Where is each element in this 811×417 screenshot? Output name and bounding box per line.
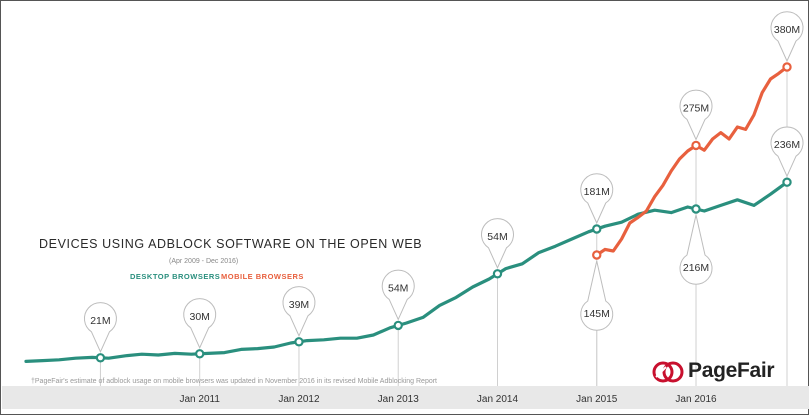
desktop-series-line [24,180,789,363]
x-tick-label: Jan 2011 [180,394,221,405]
data-point-marker [782,62,792,72]
legend-mobile: MOBILE BROWSERS [221,272,304,281]
x-axis-band [2,386,809,409]
callout-label: 39M [289,299,309,311]
callout-label: 30M [189,311,209,323]
pagefair-logo: PageFair [650,358,782,386]
pagefair-logo-text: PageFair [688,359,775,382]
legend-desktop: DESKTOP BROWSERS [130,272,221,281]
data-point-marker [592,224,602,234]
callout-label: 21M [90,315,110,327]
callout-pin [183,298,217,350]
callout-pin [679,89,713,141]
callout-label: 145M [584,308,610,320]
callout-label: 275M [683,102,709,114]
data-point-marker [492,269,503,279]
callout-label: 216M [683,262,709,274]
data-point-marker [393,320,403,331]
callout-pin [282,286,316,338]
callout-label: 236M [774,139,800,151]
data-point-marker [95,353,106,363]
data-point-marker [782,177,792,187]
footnote: †PageFair's estimate of adblock usage on… [31,378,437,385]
pagefair-logo-icon [652,361,684,383]
callout-label: 181M [584,186,610,198]
callout-label: 54M [487,231,507,243]
data-point-marker [294,337,304,347]
callout-pin [481,218,514,270]
x-tick-label: Jan 2015 [576,394,618,405]
data-point-marker [195,349,205,359]
chart-title: DEVICES USING ADBLOCK SOFTWARE ON THE OP… [39,237,423,251]
callout-label: 54M [388,282,408,294]
mobile-series-line [595,65,789,257]
callout-pin [770,11,804,63]
callout-pin [580,173,614,225]
callout-pin [770,126,804,178]
data-point-marker [691,140,701,151]
data-point-marker [691,204,701,214]
x-tick-label: Jan 2013 [378,394,420,405]
callout-pin [381,269,415,321]
x-tick-label: Jan 2014 [477,394,519,405]
callout-pin [580,260,614,331]
x-tick-label: Jan 2012 [278,394,320,405]
x-tick-label: Jan 2016 [675,394,717,405]
chart-subtitle: (Apr 2009 - Dec 2016) [169,258,239,265]
data-point-marker [592,250,602,260]
callout-pin [679,214,713,285]
callout-label: 380M [774,24,800,36]
callout-pin [83,302,117,354]
